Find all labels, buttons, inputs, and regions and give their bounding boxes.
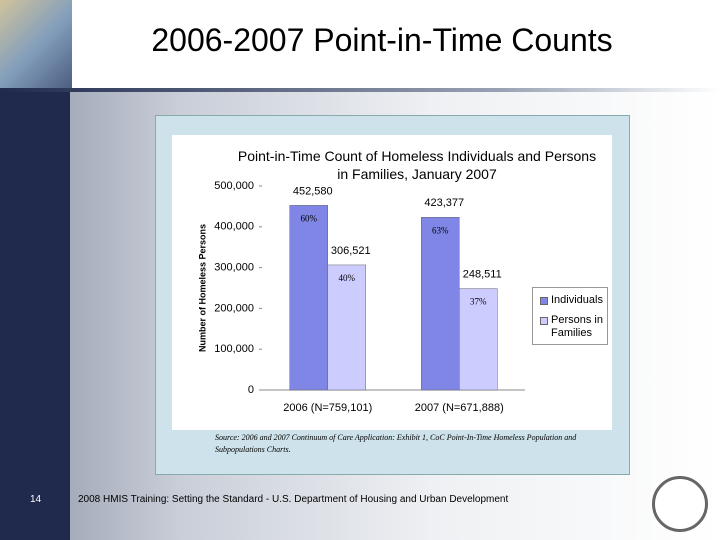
y-tick-label: 500,000 bbox=[214, 180, 254, 192]
source-note: Source: 2006 and 2007 Continuum of Care … bbox=[215, 433, 577, 454]
bar bbox=[459, 288, 498, 391]
header bbox=[0, 0, 720, 90]
y-tick-label: 400,000 bbox=[214, 221, 254, 233]
y-tick-label: 0 bbox=[248, 384, 254, 396]
x-tick-label: 2007 (N=671,888) bbox=[415, 402, 504, 414]
divider bbox=[0, 88, 720, 92]
chart-background bbox=[172, 135, 612, 430]
legend: Individuals Persons in Families bbox=[532, 287, 608, 345]
legend-label: Persons in Families bbox=[551, 314, 603, 339]
value-label: 248,511 bbox=[463, 269, 502, 281]
bar bbox=[421, 217, 460, 391]
percent-label: 40% bbox=[339, 273, 356, 283]
header-photo bbox=[0, 0, 72, 90]
legend-swatch bbox=[540, 317, 548, 325]
bar bbox=[327, 264, 366, 391]
footer: 2008 HMIS Training: Setting the Standard… bbox=[78, 494, 509, 505]
y-tick-label: 200,000 bbox=[214, 302, 254, 314]
value-label: 306,521 bbox=[331, 245, 371, 257]
value-label: 423,377 bbox=[424, 197, 464, 209]
percent-label: 63% bbox=[432, 225, 449, 235]
left-band bbox=[0, 90, 70, 540]
y-axis-label: Number of Homeless Persons bbox=[197, 224, 207, 352]
percent-label: 60% bbox=[301, 213, 318, 223]
y-tick-label: 100,000 bbox=[214, 343, 254, 355]
x-tick-label: 2006 (N=759,101) bbox=[283, 402, 372, 414]
y-tick-label: 300,000 bbox=[214, 262, 254, 274]
legend-label: Individuals bbox=[551, 294, 603, 306]
legend-swatch bbox=[540, 297, 548, 305]
bar bbox=[289, 205, 328, 391]
hud-seal bbox=[652, 476, 708, 532]
value-label: 452,580 bbox=[293, 185, 333, 197]
percent-label: 37% bbox=[470, 297, 487, 307]
page-number: 14 bbox=[30, 494, 42, 505]
chart-title: Point-in-Time Count of Homeless Individu… bbox=[237, 148, 597, 182]
slide-title: 2006-2007 Point-in-Time Counts bbox=[151, 22, 613, 58]
